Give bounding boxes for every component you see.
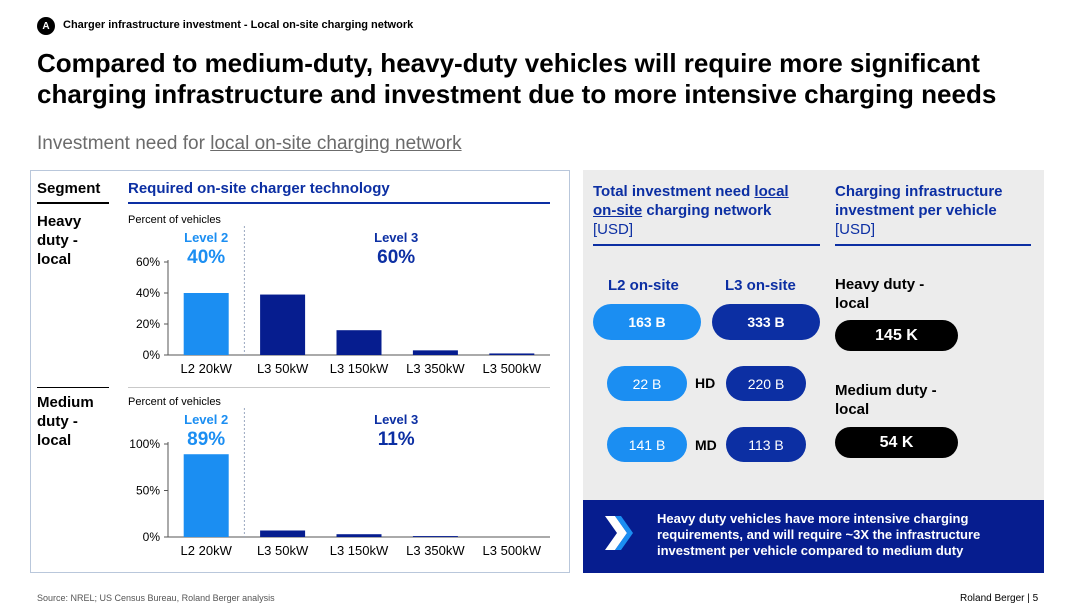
y-axis-title: Percent of vehicles [128, 396, 221, 408]
md-segment-line: local [835, 401, 870, 418]
hd-l2-pill: 22 B [607, 366, 687, 401]
kicker-text: Charger infrastructure investment - Loca… [63, 19, 414, 31]
per-vehicle-header-rule [835, 244, 1031, 246]
subtitle: Investment need for local on-site chargi… [37, 133, 462, 155]
y-tick-label: 40% [136, 286, 160, 300]
segment-header: Segment [37, 180, 101, 197]
per-vehicle-text: Charging infrastructure investment per v… [835, 183, 1003, 219]
x-tick-label: L3 150kW [330, 543, 389, 558]
total-investment-header: Total investment need local on-site char… [593, 182, 818, 239]
segment-separator [37, 387, 109, 388]
chart-separator [128, 387, 550, 388]
y-tick-label: 100% [129, 437, 160, 451]
group-name: Level 2 [184, 230, 228, 245]
segment-label-medium: Medium duty - local [37, 393, 94, 450]
l2-total-pill: 163 B [593, 304, 701, 340]
group-name: Level 3 [374, 230, 418, 245]
total-unit: [USD] [593, 221, 634, 238]
group-share: 89% [187, 429, 225, 450]
md-l3-pill: 113 B [726, 427, 806, 462]
x-tick-label: L3 500kW [483, 543, 542, 558]
source-note: Source: NREL; US Census Bureau, Roland B… [37, 593, 275, 603]
segment-label-line: duty - [37, 232, 78, 249]
y-tick-label: 60% [136, 255, 160, 269]
x-tick-label: L3 150kW [330, 361, 389, 376]
chevron-right-icon [605, 516, 633, 550]
y-tick-label: 0% [143, 348, 161, 362]
subtitle-underlined: local on-site charging network [210, 133, 462, 154]
hd-tag: HD [695, 375, 716, 391]
l3-onsite-header: L3 on-site [725, 277, 796, 294]
tech-header-rule [128, 202, 550, 204]
md-tag: MD [695, 437, 717, 453]
hd-segment-line: local [835, 295, 870, 312]
md-segment-label: Medium duty - local [835, 381, 937, 419]
hd-per-vehicle-value: 145 K [835, 320, 958, 351]
x-tick-label: L3 500kW [483, 361, 542, 376]
footer-brand: Roland Berger | 5 [960, 593, 1039, 604]
heavy-duty-chart: Percent of vehicles 0% 20% 40% 60% L2 20kW L3 … [128, 214, 550, 376]
hd-l3-pill: 220 B [726, 366, 806, 401]
l3-total-pill: 333 B [712, 304, 820, 340]
callout-box [583, 500, 1044, 573]
segment-label-line: duty - [37, 413, 78, 430]
hd-segment-label: Heavy duty - local [835, 275, 924, 313]
x-tick-label: L3 50kW [257, 361, 309, 376]
bar-l3-50kw [260, 294, 306, 355]
y-tick-label: 0% [143, 530, 161, 544]
y-axis-title: Percent of vehicles [128, 214, 221, 226]
segment-label-line: local [37, 432, 72, 449]
md-l2-pill: 141 B [607, 427, 687, 462]
x-tick-label: L2 20kW [181, 361, 233, 376]
total-head-text-2: charging network [642, 202, 772, 219]
x-tick-label: L3 350kW [406, 543, 465, 558]
tech-header: Required on-site charger technology [128, 180, 390, 197]
per-vehicle-unit: [USD] [835, 221, 876, 238]
x-tick-label: L2 20kW [181, 543, 233, 558]
bar-l3-350kw [412, 350, 458, 355]
md-per-vehicle-value: 54 K [835, 427, 958, 458]
callout-text: Heavy duty vehicles have more intensive … [657, 511, 981, 558]
group-share: 60% [377, 247, 415, 268]
bar-l2-20kw [183, 454, 229, 537]
segment-label-heavy: Heavy duty - local [37, 212, 81, 269]
bar-l2-20kw [183, 293, 229, 355]
x-tick-label: L3 50kW [257, 543, 309, 558]
segment-header-rule [37, 202, 109, 204]
y-tick-label: 50% [136, 484, 160, 498]
md-segment-line: Medium duty - [835, 382, 937, 399]
section-badge: A [37, 17, 55, 35]
group-share: 40% [187, 247, 225, 268]
per-vehicle-header: Charging infrastructure investment per v… [835, 182, 1035, 239]
group-name: Level 2 [184, 412, 228, 427]
bar-l3-350kw [412, 536, 458, 537]
subtitle-prefix: Investment need for [37, 133, 211, 154]
bar-l3-150kw [336, 330, 382, 355]
group-share: 11% [378, 429, 415, 450]
total-header-rule [593, 244, 820, 246]
segment-label-line: Medium [37, 394, 94, 411]
left-panel [30, 170, 570, 573]
page-title: Compared to medium-duty, heavy-duty vehi… [37, 48, 997, 109]
total-head-underline-1: local [754, 183, 789, 200]
bar-l3-500kw [489, 353, 535, 355]
hd-segment-line: Heavy duty - [835, 276, 925, 293]
total-head-text: Total investment need [593, 183, 755, 200]
medium-duty-chart: Percent of vehicles 0% 50% 100% L2 20kW L3 50… [128, 396, 550, 558]
bar-l3-50kw [260, 530, 306, 537]
y-tick-label: 20% [136, 317, 160, 331]
segment-label-line: local [37, 251, 72, 268]
x-tick-label: L3 350kW [406, 361, 465, 376]
group-name: Level 3 [374, 412, 418, 427]
segment-label-line: Heavy [37, 213, 82, 230]
total-head-underline-2: on-site [593, 202, 643, 219]
bar-l3-150kw [336, 534, 382, 537]
l2-onsite-header: L2 on-site [608, 277, 679, 294]
